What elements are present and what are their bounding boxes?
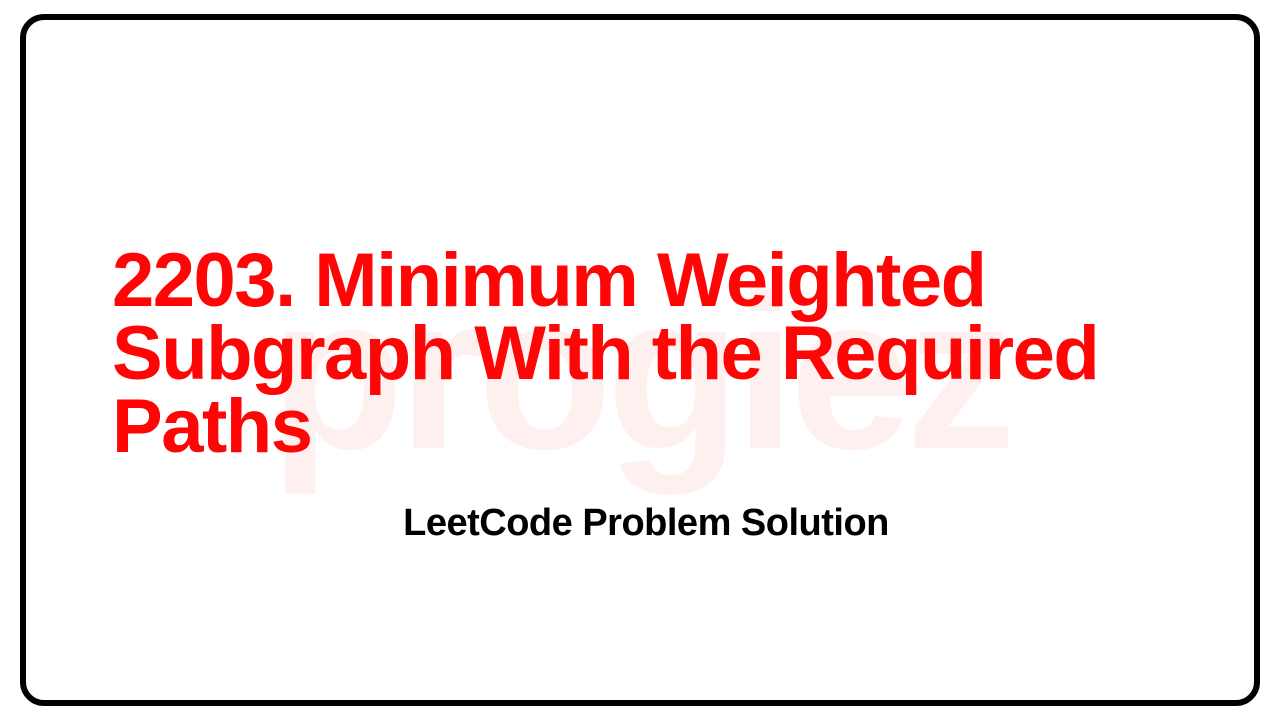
content-block: 2203. Minimum Weighted Subgraph With the… (112, 245, 1194, 545)
problem-title: 2203. Minimum Weighted Subgraph With the… (112, 245, 1194, 464)
problem-subtitle: LeetCode Problem Solution (26, 502, 1260, 545)
card-frame: progiez 2203. Minimum Weighted Subgraph … (20, 14, 1260, 706)
